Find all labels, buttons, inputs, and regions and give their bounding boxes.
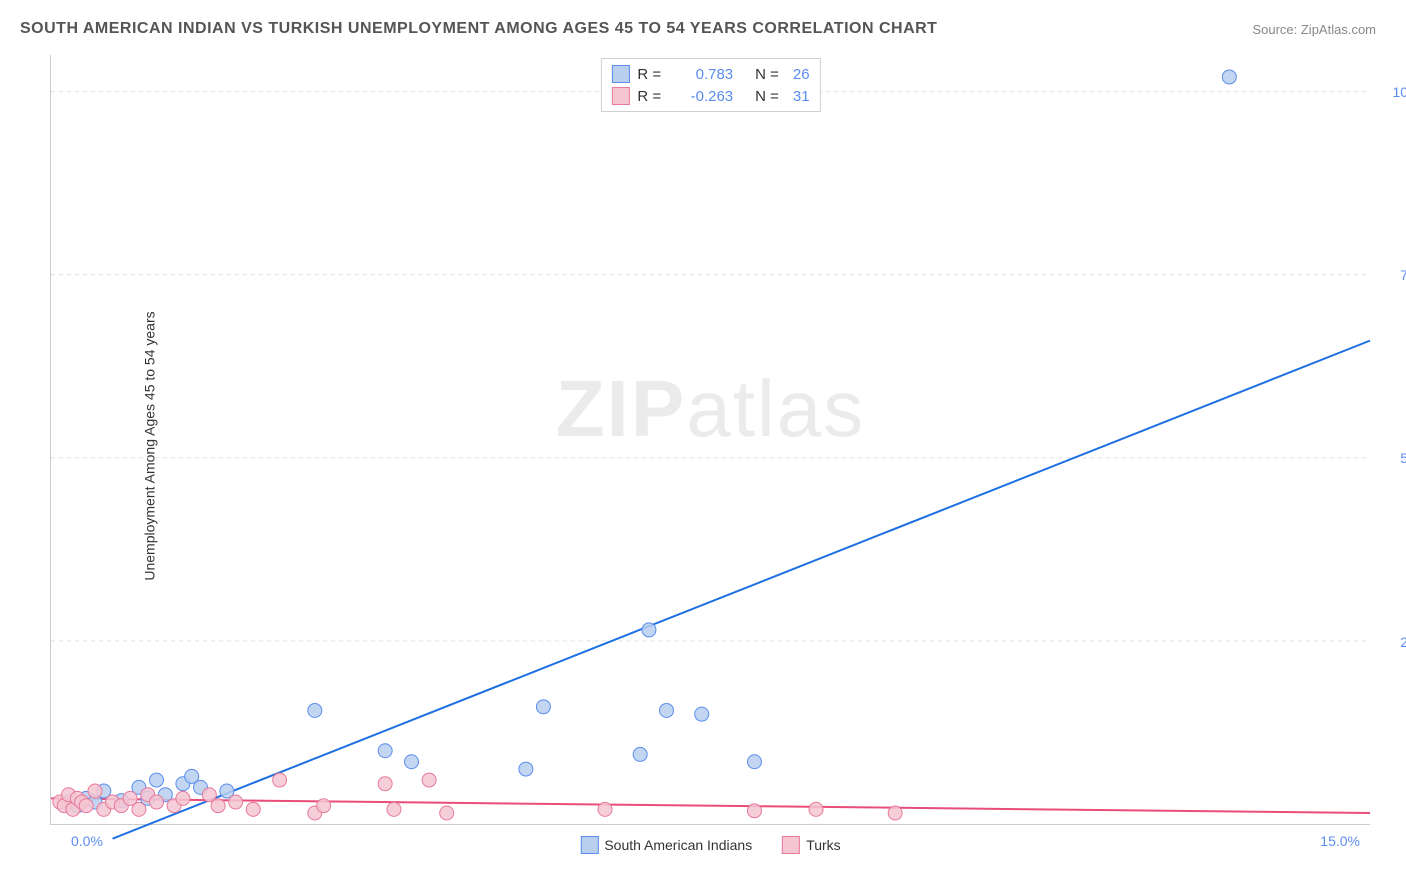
legend-swatch xyxy=(611,87,629,105)
legend-item: Turks xyxy=(782,836,840,854)
data-point xyxy=(229,795,243,809)
legend-swatch xyxy=(611,65,629,83)
data-point xyxy=(308,703,322,717)
legend-label: Turks xyxy=(806,837,840,853)
n-label: N = xyxy=(755,66,779,83)
data-point xyxy=(633,747,647,761)
chart-title: SOUTH AMERICAN INDIAN VS TURKISH UNEMPLO… xyxy=(20,20,937,38)
n-value: 26 xyxy=(793,66,810,83)
data-point xyxy=(132,802,146,816)
data-point xyxy=(378,744,392,758)
data-point xyxy=(809,802,823,816)
y-tick-label: 100.0% xyxy=(1380,84,1406,100)
y-tick-label: 75.0% xyxy=(1380,267,1406,283)
legend-swatch xyxy=(580,836,598,854)
n-value: 31 xyxy=(793,88,810,105)
series-legend: South American Indians Turks xyxy=(580,836,840,854)
y-tick-label: 25.0% xyxy=(1380,634,1406,650)
r-value: -0.263 xyxy=(673,88,733,105)
legend-swatch xyxy=(782,836,800,854)
data-point xyxy=(79,799,93,813)
legend-item: South American Indians xyxy=(580,836,752,854)
data-point xyxy=(150,773,164,787)
r-label: R = xyxy=(637,88,661,105)
data-point xyxy=(695,707,709,721)
data-point xyxy=(405,755,419,769)
y-tick-label: 50.0% xyxy=(1380,450,1406,466)
plot-svg xyxy=(51,55,1370,824)
r-label: R = xyxy=(637,66,661,83)
data-point xyxy=(273,773,287,787)
n-label: N = xyxy=(755,88,779,105)
x-axis-end-label: 15.0% xyxy=(1320,833,1360,849)
data-point xyxy=(387,802,401,816)
data-point xyxy=(888,806,902,820)
trend-line xyxy=(113,341,1370,839)
data-point xyxy=(317,799,331,813)
data-point xyxy=(642,623,656,637)
data-point xyxy=(747,804,761,818)
source-attribution: Source: ZipAtlas.com xyxy=(1252,22,1376,37)
data-point xyxy=(422,773,436,787)
data-point xyxy=(598,802,612,816)
data-point xyxy=(378,777,392,791)
data-point xyxy=(1222,70,1236,84)
data-point xyxy=(211,799,225,813)
data-point xyxy=(536,700,550,714)
r-value: 0.783 xyxy=(673,66,733,83)
data-point xyxy=(747,755,761,769)
data-point xyxy=(440,806,454,820)
x-axis-origin-label: 0.0% xyxy=(71,833,103,849)
data-point xyxy=(660,703,674,717)
legend-label: South American Indians xyxy=(604,837,752,853)
data-point xyxy=(246,802,260,816)
data-point xyxy=(150,795,164,809)
data-point xyxy=(519,762,533,776)
plot-area: ZIPatlas 25.0%50.0%75.0%100.0% 0.0% 15.0… xyxy=(50,55,1370,825)
data-point xyxy=(88,784,102,798)
correlation-row: R = 0.783 N = 26 xyxy=(611,63,809,85)
correlation-legend: R = 0.783 N = 26 R = -0.263 N = 31 xyxy=(600,58,820,112)
data-point xyxy=(176,791,190,805)
correlation-row: R = -0.263 N = 31 xyxy=(611,85,809,107)
